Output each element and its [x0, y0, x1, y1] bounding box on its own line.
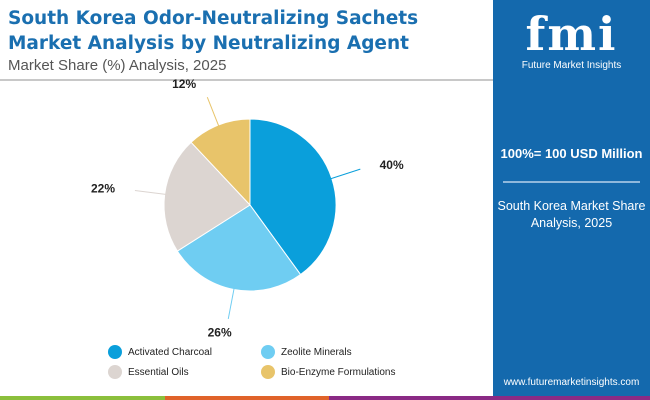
- legend-label: Zeolite Minerals: [281, 346, 352, 358]
- leader-line: [327, 168, 361, 181]
- title-line-2: Market Analysis by Neutralizing Agent: [8, 33, 409, 54]
- legend-item: Activated Charcoal: [108, 345, 212, 359]
- chart-subtitle: Market Share (%) Analysis, 2025: [8, 57, 227, 74]
- leader-line: [227, 285, 236, 320]
- legend-swatch: [108, 365, 122, 379]
- info-panel: fmi Future Market Insights 100%= 100 USD …: [493, 0, 650, 396]
- footer-bar-orange: [165, 396, 329, 400]
- legend-label: Activated Charcoal: [128, 346, 212, 358]
- leader-line: [134, 189, 169, 196]
- data-label: 12%: [172, 77, 196, 91]
- divider: [0, 79, 493, 81]
- fmi-logo: fmi Future Market Insights: [493, 8, 650, 71]
- panel-divider: [503, 181, 640, 183]
- legend-label: Essential Oils: [128, 366, 189, 378]
- data-label: 40%: [380, 158, 404, 172]
- footer-bar-green: [0, 396, 165, 400]
- website-link[interactable]: www.futuremarketinsights.com: [503, 377, 640, 388]
- legend-swatch: [261, 345, 275, 359]
- leader-line: [206, 96, 221, 129]
- data-label: 26%: [208, 326, 232, 340]
- pie-chart: 40% 26% 22% 12%: [91, 77, 404, 340]
- data-label: 22%: [91, 182, 115, 196]
- logo-name: Future Market Insights: [521, 60, 622, 71]
- panel-description: South Korea Market Share Analysis, 2025: [497, 199, 646, 230]
- chart-title: South Korea Odor-Neutralizing Sachets Mar…: [8, 6, 418, 56]
- legend-swatch: [261, 365, 275, 379]
- title-line-1: South Korea Odor-Neutralizing Sachets: [8, 8, 419, 29]
- legend-item: Essential Oils: [108, 365, 189, 379]
- legend-label: Bio-Enzyme Formulations: [281, 366, 396, 378]
- logo-mark: fmi: [525, 7, 618, 61]
- legend-swatch: [108, 345, 122, 359]
- legend-item: Zeolite Minerals: [261, 345, 352, 359]
- footer-bar-purple: [329, 396, 650, 400]
- total-value: 100%= 100 USD Million: [500, 146, 643, 161]
- legend-item: Bio-Enzyme Formulations: [261, 365, 395, 379]
